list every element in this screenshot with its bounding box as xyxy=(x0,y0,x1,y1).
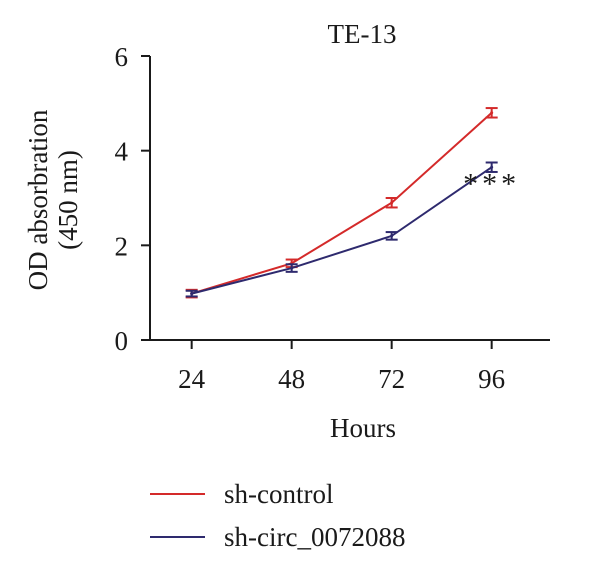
y-axis-label: OD absorbration (450 nm) xyxy=(23,109,83,290)
x-tick-label: 48 xyxy=(278,364,305,394)
significance-annotation: *** xyxy=(463,167,520,200)
series-layer xyxy=(185,107,498,299)
legend: sh-control sh-circ_0072088 xyxy=(150,479,405,552)
annotation-layer: *** xyxy=(463,167,520,200)
y-tick-label: 4 xyxy=(115,137,129,167)
data-point xyxy=(190,292,194,296)
legend-label: sh-circ_0072088 xyxy=(224,522,405,552)
chart-title: TE-13 xyxy=(328,19,397,49)
y-tick-label: 2 xyxy=(115,231,129,261)
y-axis-label-line2: (450 nm) xyxy=(53,150,83,250)
y-axis: 0 2 4 6 xyxy=(115,42,151,356)
legend-label: sh-control xyxy=(224,479,333,509)
data-point xyxy=(390,201,394,205)
x-axis-label: Hours xyxy=(330,413,396,443)
x-tick-label: 24 xyxy=(178,364,206,394)
data-point xyxy=(390,234,394,238)
series-sh-control xyxy=(185,107,498,299)
data-point xyxy=(490,111,494,115)
y-axis-label-line1: OD absorbration xyxy=(23,109,53,290)
x-tick-label: 72 xyxy=(378,364,405,394)
data-point xyxy=(490,165,494,169)
y-tick-label: 6 xyxy=(115,42,129,72)
x-tick-label: 96 xyxy=(478,364,505,394)
x-axis: 24 48 72 96 xyxy=(150,339,550,394)
series-line xyxy=(191,112,493,295)
y-tick-label: 0 xyxy=(115,326,129,356)
data-point xyxy=(290,266,294,270)
series-sh-circ_0072088 xyxy=(185,161,498,298)
series-line xyxy=(191,166,493,295)
